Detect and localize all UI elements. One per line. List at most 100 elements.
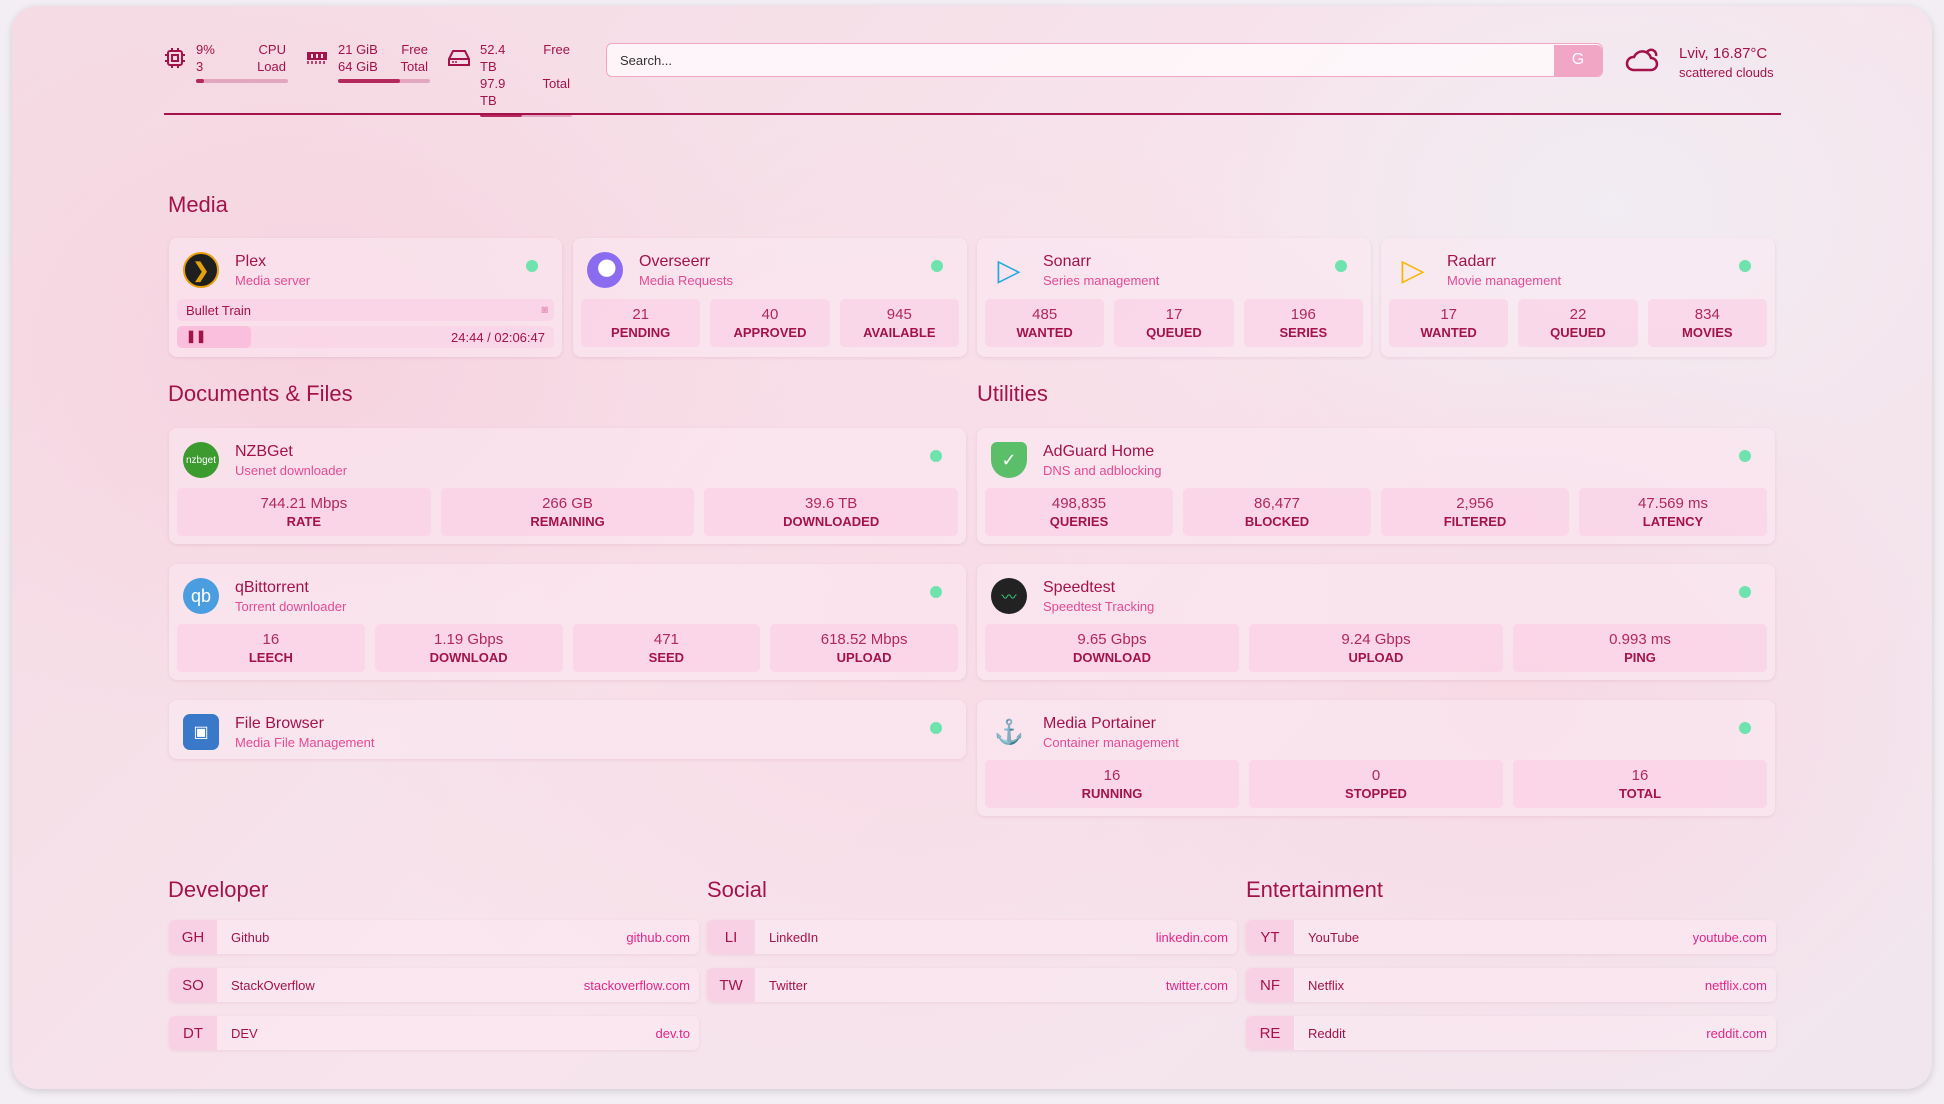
file-browser-icon: ▣ (183, 714, 219, 750)
bookmark-dev[interactable]: DT DEV dev.to (169, 1016, 699, 1050)
memory-free: 21 GiB (338, 42, 378, 57)
stat-label: BLOCKED (1244, 514, 1310, 529)
stat-value: 17 (1165, 306, 1183, 323)
speedtest-icon: 〰 (991, 578, 1027, 614)
service-subtitle: Media Requests (639, 273, 733, 288)
qbittorrent-icon: qb (183, 578, 219, 614)
service-subtitle: Speedtest Tracking (1043, 599, 1155, 614)
stat-download: 1.19 Gbps DOWNLOAD (374, 624, 563, 672)
bookmark-name: Netflix (1308, 977, 1345, 993)
nzbget-icon: nzbget (183, 442, 219, 478)
google-search-button[interactable]: G (1554, 44, 1602, 76)
bookmark-name: YouTube (1308, 929, 1360, 945)
stat-value: 2,956 (1456, 495, 1494, 512)
stat-value: 1.19 Gbps (434, 631, 504, 648)
bookmark-abbr: TW (707, 968, 755, 1002)
stat-value: 0.993 ms (1609, 631, 1671, 648)
portainer-icon: ⚓ (994, 718, 1024, 746)
playback-progress[interactable]: ❚❚ 24:44 / 02:06:47 (177, 326, 554, 348)
stat-label: LATENCY (1642, 514, 1704, 529)
service-card-adguard-home[interactable]: ✓ AdGuard Home DNS and adblocking 498,835 Q… (977, 428, 1775, 544)
stat-wanted: 485 WANTED (985, 299, 1105, 347)
service-card-file-browser[interactable]: ▣ File Browser Media File Management (169, 700, 966, 759)
service-card-overseerr[interactable]: Overseerr Media Requests 21 PENDING 40 APPRO… (573, 238, 967, 357)
stat-value: 17 (1440, 306, 1457, 323)
bookmark-name: StackOverflow (231, 977, 315, 993)
stat-latency: 47.569 ms LATENCY (1579, 488, 1767, 536)
service-subtitle: DNS and adblocking (1043, 463, 1162, 478)
stat-ping: 0.993 ms PING (1513, 624, 1767, 672)
stat-value: 196 (1290, 306, 1316, 323)
stat-filtered: 2,956 FILTERED (1381, 488, 1569, 536)
cpu-bar (196, 79, 288, 83)
stat-approved: 40 APPROVED (710, 299, 830, 347)
service-card-radarr[interactable]: ▷ Radarr Movie management 17 WANTED 22 QUEUED… (1381, 238, 1775, 357)
status-dot (1335, 260, 1347, 272)
service-title: AdGuard Home (1043, 443, 1155, 460)
stat-label: UPLOAD (1348, 650, 1404, 665)
stat-label: PENDING (611, 325, 671, 340)
service-card-qbittorrent[interactable]: qb qBittorrent Torrent downloader 16 LEECH 1… (169, 564, 966, 680)
stat-label: DOWNLOADED (783, 514, 880, 529)
stat-value: 22 (1569, 306, 1587, 323)
section-documents: Documents & Files (168, 381, 353, 406)
service-subtitle: Media File Management (235, 735, 375, 750)
bookmark-url: linkedin.com (1155, 929, 1228, 945)
service-title: Plex (235, 253, 267, 270)
bookmark-youtube[interactable]: YT YouTube youtube.com (1246, 920, 1776, 954)
service-card-speedtest[interactable]: 〰 Speedtest Speedtest Tracking 9.65 Gbps DO… (977, 564, 1775, 680)
stat-label: DOWNLOAD (1073, 650, 1151, 665)
stat-download: 9.65 Gbps DOWNLOAD (985, 624, 1239, 672)
stat-label: WANTED (1016, 325, 1073, 340)
status-dot (931, 260, 943, 272)
memory-icon (307, 52, 327, 64)
bookmark-stackoverflow[interactable]: SO StackOverflow stackoverflow.com (169, 968, 699, 1002)
stat-upload: 9.24 Gbps UPLOAD (1249, 624, 1503, 672)
bookmark-linkedin[interactable]: LI LinkedIn linkedin.com (707, 920, 1237, 954)
stat-label: APPROVED (733, 325, 807, 340)
service-subtitle: Container management (1043, 735, 1179, 750)
search-input[interactable] (607, 52, 1554, 68)
disk-bar (480, 113, 572, 117)
cpu-value: 9% (196, 42, 215, 57)
service-card-nzbget[interactable]: nzbget NZBGet Usenet downloader 744.21 Mbp… (169, 428, 966, 544)
weather-location: Lviv, 16.87°C (1679, 45, 1768, 62)
stat-value: 21 (632, 306, 649, 323)
stat-pending: 21 PENDING (581, 299, 701, 347)
stat-label: WANTED (1420, 325, 1477, 340)
stat-value: 945 (886, 306, 912, 323)
pause-icon[interactable]: ❚❚ (186, 329, 207, 343)
status-dot (1739, 450, 1751, 462)
stat-value: 16 (262, 631, 280, 648)
now-playing: Bullet Train ◙ (177, 299, 554, 321)
service-title: qBittorrent (235, 579, 309, 596)
stat-wanted: 17 WANTED (1389, 299, 1509, 347)
stat-stopped: 0 STOPPED (1249, 760, 1503, 808)
service-card-plex[interactable]: ❯ Plex Media server Bullet Train ◙ ❚❚ 24:… (169, 238, 562, 357)
bookmark-url: reddit.com (1706, 1025, 1767, 1041)
disk-icon (448, 50, 470, 66)
stat-value: 9.65 Gbps (1077, 631, 1147, 648)
service-title: Overseerr (639, 253, 711, 270)
service-card-sonarr[interactable]: ▷ Sonarr Series management 485 WANTED 17 QUEU… (977, 238, 1371, 357)
stat-value: 0 (1371, 767, 1381, 784)
bookmark-github[interactable]: GH Github github.com (169, 920, 699, 954)
section-developer: Developer (168, 877, 269, 902)
stat-rate: 744.21 Mbps RATE (177, 488, 431, 536)
stat-value: 47.569 ms (1637, 495, 1709, 512)
plex-icon: ❯ (183, 252, 219, 288)
stat-value: 266 GB (542, 495, 593, 512)
status-dot (930, 450, 942, 462)
stat-movies: 834 MOVIES (1647, 299, 1767, 347)
bookmark-netflix[interactable]: NF Netflix netflix.com (1246, 968, 1776, 1002)
service-card-media-portainer[interactable]: ⚓ Media Portainer Container management 16 R… (977, 700, 1775, 816)
disk-widget: 52.4 TB Free 97.9 TB Total (448, 41, 572, 117)
stat-value: 39.6 TB (805, 495, 858, 512)
bookmark-twitter[interactable]: TW Twitter twitter.com (707, 968, 1237, 1002)
stat-queued: 17 QUEUED (1114, 299, 1234, 347)
bookmark-reddit[interactable]: RE Reddit reddit.com (1246, 1016, 1776, 1050)
dashboard-window (12, 6, 1932, 1089)
bookmark-name: LinkedIn (769, 929, 819, 945)
stat-label: QUEUED (1550, 325, 1606, 340)
bookmark-url: twitter.com (1165, 977, 1228, 993)
